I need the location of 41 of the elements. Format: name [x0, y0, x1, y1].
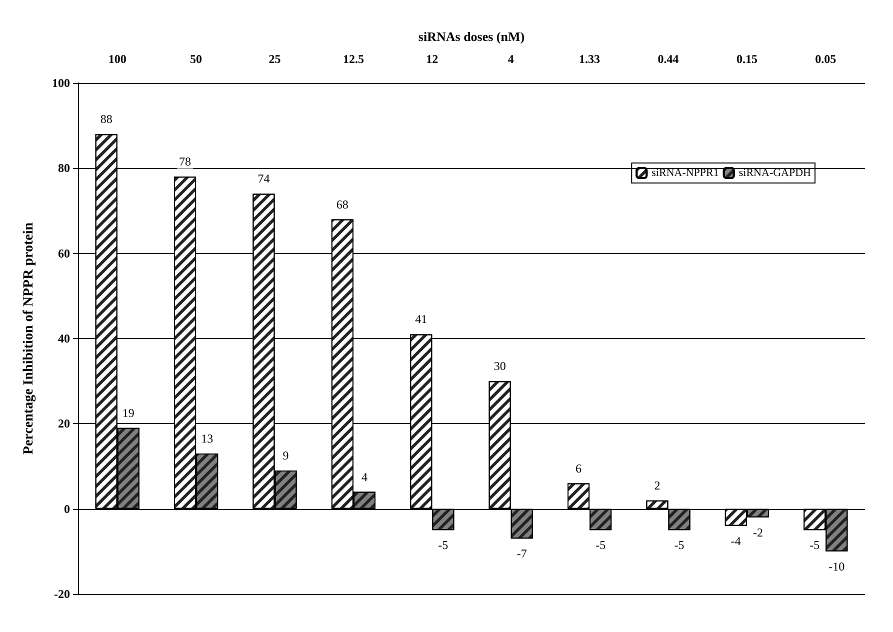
y-tick-label: 100	[52, 76, 70, 90]
y-tick-label: -20	[54, 587, 70, 601]
y-tick-label: 60	[58, 246, 70, 260]
x-axis-title: siRNAs doses (nM)	[418, 29, 525, 44]
x-tick-label: 100	[108, 52, 126, 66]
data-label: 78	[179, 154, 192, 169]
data-label: -10	[828, 559, 845, 574]
x-tick-label: 0.44	[658, 52, 679, 66]
data-label: -5	[674, 538, 684, 552]
data-label: 74	[258, 172, 270, 186]
y-tick-label: 0	[64, 502, 70, 516]
x-tick-label: 0.15	[736, 52, 758, 66]
data-label: -5	[438, 538, 448, 552]
data-label: -5	[810, 538, 820, 552]
data-label: -5	[596, 538, 606, 552]
data-label: -7	[516, 546, 527, 561]
x-tick-label: 12.5	[342, 52, 364, 66]
data-label: -2	[752, 525, 763, 540]
x-tick-label: 12	[426, 52, 438, 66]
x-tick-label: 1.33	[579, 52, 600, 66]
data-label: 6	[576, 461, 582, 476]
x-tick-label: 25	[268, 52, 281, 66]
data-label: 9	[282, 448, 289, 463]
x-tick-label: 0.05	[815, 52, 836, 66]
data-label: 41	[415, 312, 428, 326]
y-tick-label: 80	[58, 161, 70, 176]
data-label: 88	[100, 112, 112, 126]
legend-label: siRNA-NPPR1	[652, 167, 719, 179]
data-label: 13	[201, 431, 214, 446]
data-label: -4	[730, 534, 741, 548]
x-tick-label: 4	[508, 52, 514, 66]
data-label: 68	[336, 197, 348, 212]
legend-label: siRNA-GAPDH	[738, 167, 812, 179]
data-label: 30	[494, 359, 506, 374]
y-tick-label: 20	[58, 416, 70, 431]
data-label: 4	[361, 470, 368, 484]
data-label: 19	[122, 406, 134, 420]
y-axis-title: Percentage Inhibition of NPPR protein	[22, 222, 36, 455]
x-tick-label: 50	[190, 52, 202, 66]
y-tick-label: 40	[58, 332, 70, 346]
data-label: 2	[654, 478, 660, 492]
